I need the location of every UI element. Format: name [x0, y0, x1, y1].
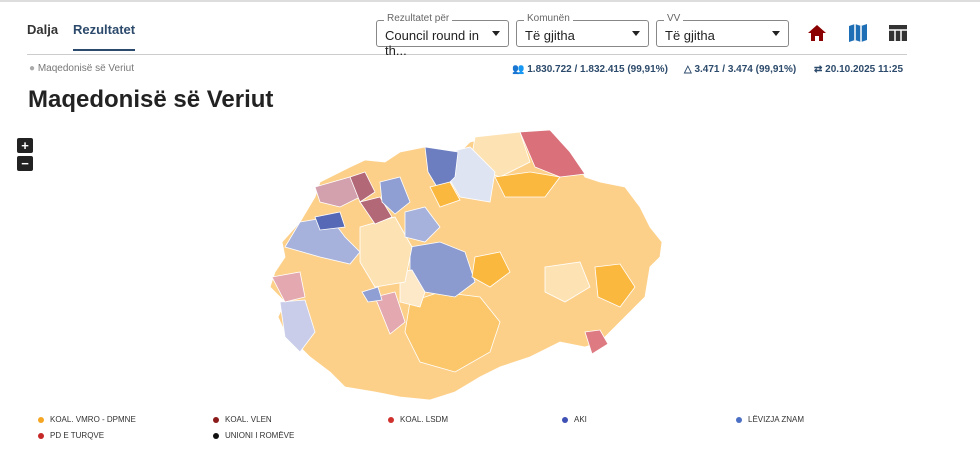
map-region	[594, 263, 636, 308]
legend-label: KOAL. VLEN	[225, 415, 272, 424]
dropdown-value: Të gjitha	[525, 28, 575, 43]
map-region	[379, 176, 411, 215]
dropdown[interactable]: Komunën Të gjitha	[516, 13, 649, 47]
legend-item: LËVIZJA ZNAM	[736, 415, 804, 424]
dropdown-value: Të gjitha	[665, 28, 715, 43]
home-icon[interactable]	[808, 25, 826, 41]
dropdown-label: Rezultatet për	[384, 13, 453, 24]
legend-swatch	[213, 416, 219, 423]
breadcrumb-text: Maqedonisë së Veriut	[37, 63, 134, 74]
map-region	[361, 286, 383, 303]
divider	[27, 54, 907, 55]
legend-item: KOAL. VMRO - DPMNE	[38, 415, 136, 424]
map-region	[374, 291, 406, 335]
tab[interactable]: Rezultatet	[73, 22, 136, 51]
dropdown-label: Komunën	[524, 13, 573, 24]
legend-label: LËVIZJA ZNAM	[748, 415, 805, 424]
stations-stat: △ 3.471 / 3.474 (99,91%)	[684, 64, 797, 75]
legend-swatch	[562, 416, 568, 423]
legend-item: PD E TURQVE	[38, 431, 104, 440]
breadcrumb: ● Maqedonisë së Veriut	[29, 63, 134, 74]
legend-item: AKI	[562, 415, 587, 424]
legend-label: AKI	[574, 415, 587, 424]
dropdown-value: Council round in th...	[385, 28, 479, 58]
map-region	[279, 299, 316, 353]
map-region	[429, 181, 461, 208]
map	[269, 129, 663, 401]
legend-item: KOAL. LSDM	[388, 415, 448, 424]
dropdown-label: VV	[664, 13, 684, 24]
map-region	[399, 269, 426, 308]
map-region	[519, 129, 586, 178]
map-region	[544, 261, 591, 303]
map-region	[584, 329, 609, 355]
legend-label: PD E TURQVE	[50, 431, 105, 440]
map-icon[interactable]	[849, 24, 867, 42]
map-region	[271, 271, 306, 303]
dropdown[interactable]: VV Të gjitha	[656, 13, 789, 47]
legend-label: KOAL. LSDM	[400, 415, 449, 424]
legend-label: UNIONI I ROMËVE	[225, 431, 295, 440]
map-region	[314, 211, 346, 231]
legend-swatch	[38, 416, 44, 423]
map-region	[494, 171, 561, 198]
stat-text: 1.830.722 / 1.832.415 (99,91%)	[527, 64, 668, 75]
legend-swatch	[736, 416, 742, 423]
legend-swatch	[38, 432, 44, 439]
legend-label: KOAL. VMRO - DPMNE	[50, 415, 136, 424]
legend-item: KOAL. VLEN	[213, 415, 272, 424]
toolbar-icons	[808, 24, 907, 42]
stat-text: 20.10.2025 11:25	[825, 64, 904, 75]
map-region	[359, 216, 413, 288]
zoom-in[interactable]: +	[17, 138, 33, 153]
legend-swatch	[388, 416, 394, 423]
map-region	[471, 251, 511, 288]
voters-stat: 👥 1.830.722 / 1.832.415 (99,91%)	[512, 64, 668, 75]
dropdown[interactable]: Rezultatet për Council round in th...	[376, 13, 509, 58]
map-region	[349, 171, 376, 203]
update-stat: ⇄ 20.10.2025 11:25	[814, 64, 904, 75]
map-region	[314, 176, 361, 208]
legend-swatch	[213, 432, 219, 439]
table-icon[interactable]	[889, 25, 907, 41]
zoom-out[interactable]: −	[17, 156, 33, 171]
tab[interactable]: Dalja	[27, 22, 59, 37]
stat-text: 3.471 / 3.474 (99,91%)	[694, 64, 797, 75]
legend-item: UNIONI I ROMËVE	[213, 431, 294, 440]
page-title: Maqedonisë së Veriut	[28, 86, 274, 113]
map-region	[404, 206, 441, 243]
